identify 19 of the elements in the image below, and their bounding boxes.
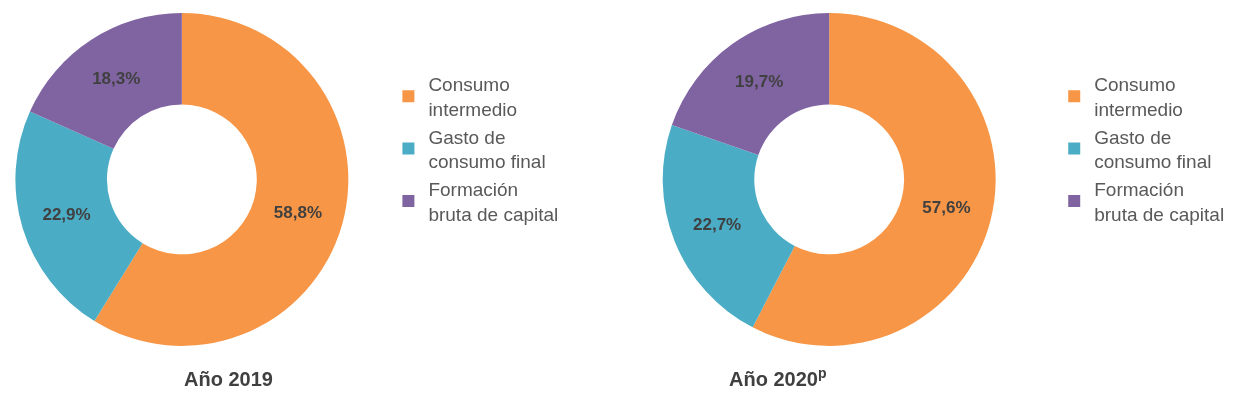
legend-label: Formación bruta de capital <box>1094 179 1225 225</box>
data-label: 57,6% <box>922 198 971 218</box>
legend-label: Gasto de consumo final <box>428 126 546 173</box>
text: Año 2019 <box>184 368 273 390</box>
data-label: 22,7% <box>693 214 742 234</box>
legend-label: Formación bruta de capital <box>428 179 559 225</box>
donut-slice <box>29 12 182 149</box>
donut-slice <box>15 111 143 322</box>
data-label: 58,8% <box>273 202 323 222</box>
legend-label: Gasto de consumo final <box>1094 126 1212 173</box>
donut-slice <box>671 12 830 155</box>
data-label: 18,3% <box>92 68 141 88</box>
text: Año 2020$^{p}$ <box>729 365 827 391</box>
legend-label: Consumo intermedio <box>1094 74 1183 120</box>
donut-slice <box>662 125 795 328</box>
legend-label: Consumo intermedio <box>428 74 518 120</box>
data-label: 19,7% <box>735 71 784 91</box>
donut-slice <box>94 12 349 346</box>
data-label: 22,9% <box>42 205 91 225</box>
